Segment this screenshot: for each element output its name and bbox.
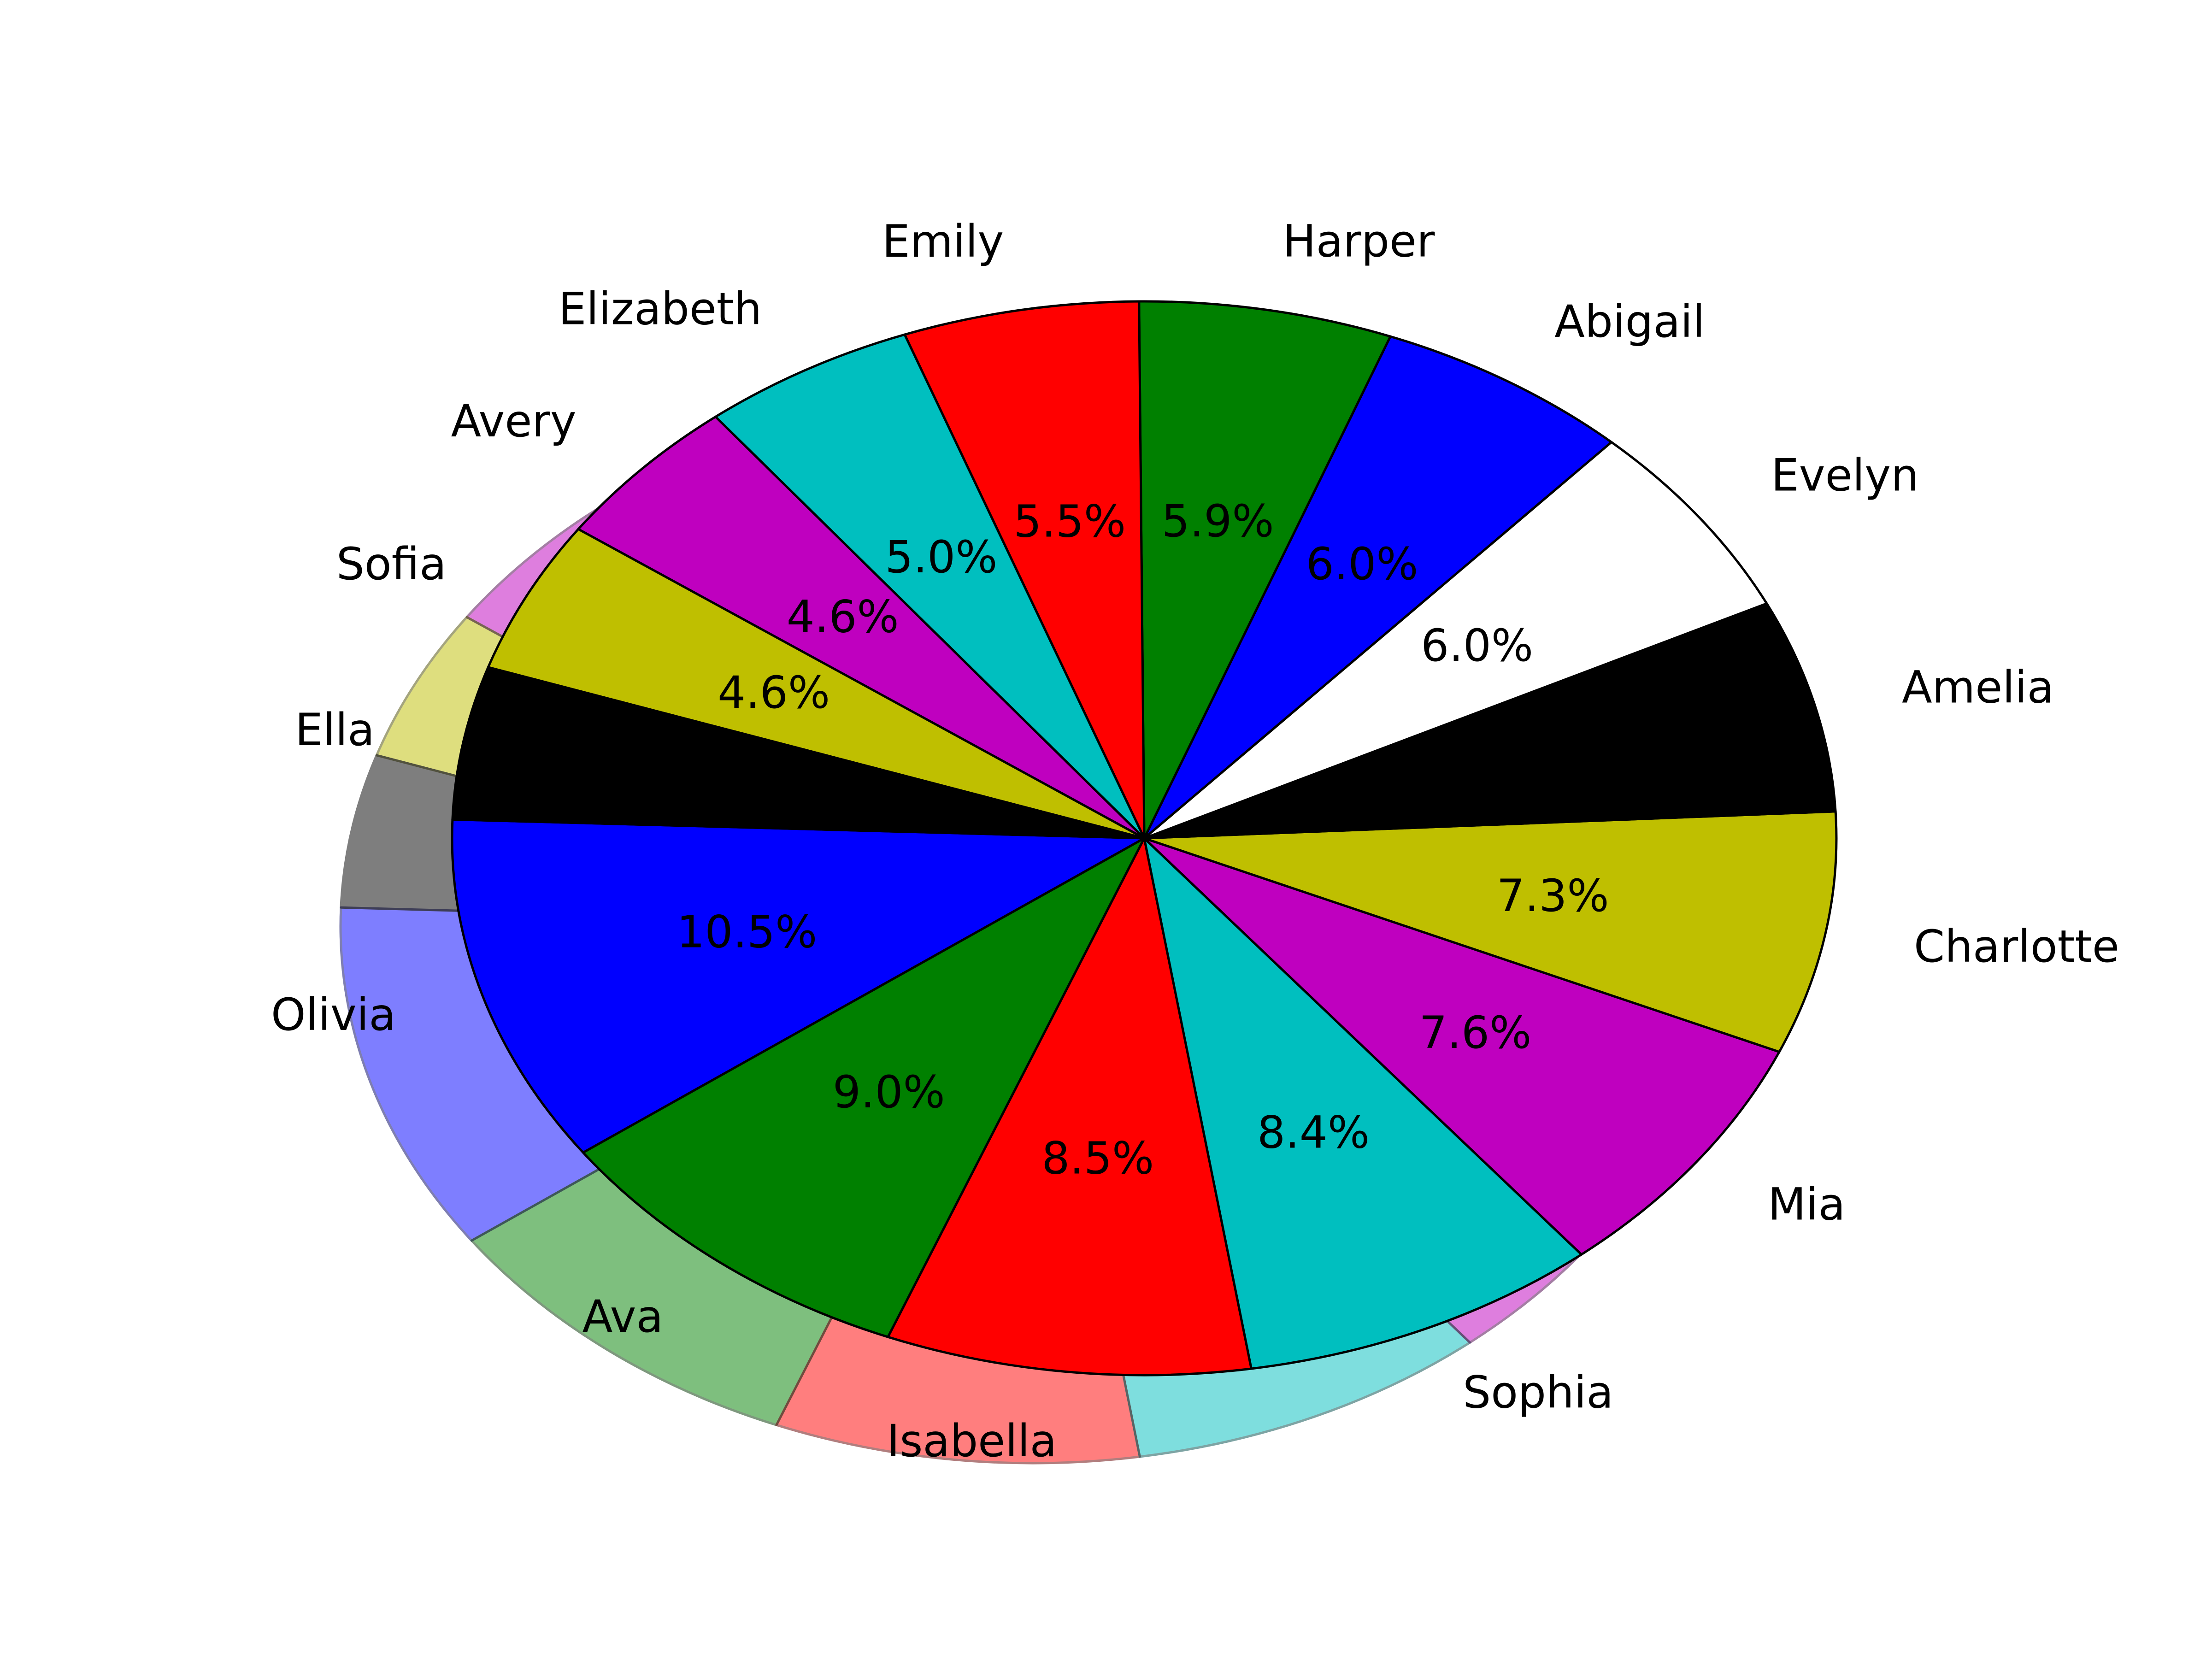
slice-label-sophia: Sophia [1463, 1366, 1613, 1418]
slice-label-ella: Ella [295, 704, 375, 756]
pie-slice-sofia [487, 528, 1146, 840]
slice-percent-charlotte: 7.3% [1497, 870, 1609, 922]
pie-slice-mia [1143, 837, 1781, 1256]
slice-percent-mia: 7.6% [1419, 1007, 1531, 1059]
pie-slice-amelia [1143, 602, 1837, 840]
slice-percent-ava: 9.0% [833, 1066, 945, 1118]
slice-label-harper: Harper [1283, 215, 1435, 267]
label-layer: Olivia Ava Isabella Sophia Mia Charlotte Ameli… [271, 215, 2119, 1467]
slice-label-isabella: Isabella [887, 1415, 1057, 1467]
slice-percent-sofia: 4.6% [718, 667, 830, 718]
slice-layer [451, 300, 1838, 1377]
pie-slice-isabella [887, 837, 1253, 1377]
slice-percent-harper: 5.9% [1162, 495, 1274, 547]
pie-slice-charlotte [1143, 810, 1838, 1053]
slice-percent-olivia: 10.5% [677, 906, 817, 958]
slice-label-emily: Emily [882, 216, 1004, 267]
slice-percent-avery: 4.6% [787, 591, 899, 642]
slice-percent-elizabeth: 5.0% [885, 531, 998, 583]
slice-label-avery: Avery [451, 395, 576, 447]
slice-label-evelyn: Evelyn [1771, 450, 1919, 501]
slice-percent-abigail: 6.0% [1306, 538, 1418, 590]
slice-label-ava: Ava [582, 1291, 664, 1342]
slice-percent-ella: 4.6% [679, 755, 792, 806]
slice-label-mia: Mia [1768, 1179, 1845, 1230]
slice-percent-sophia: 8.4% [1257, 1106, 1370, 1158]
slice-percent-amelia: 6.4% [1490, 732, 1603, 784]
pie-slice-evelyn [1143, 441, 1768, 840]
slice-label-abigail: Abigail [1554, 296, 1705, 347]
slice-label-elizabeth: Elizabeth [559, 283, 762, 335]
pie-slice-emily [903, 300, 1146, 840]
slice-label-charlotte: Charlotte [1914, 921, 2119, 972]
pie-slice-harper [1138, 300, 1392, 840]
pct-layer: 10.5% 9.0% 8.5% 8.4% 7.6% 7.3% 6.4% 6.0%6.0% 5.9… [677, 495, 1609, 1184]
slice-percent-evelyn: 6.0% [1421, 620, 1533, 671]
pie-slice-sophia [1143, 837, 1583, 1370]
pie-slice-ella [451, 666, 1146, 840]
slice-label-amelia: Amelia [1902, 662, 2054, 713]
slice-percent-emily: 5.5% [1013, 495, 1126, 547]
pie-slice-abigail [1143, 335, 1613, 840]
slice-percent-isabella: 8.5% [1041, 1133, 1154, 1184]
pie-slice-elizabeth [714, 333, 1146, 840]
pie-slice-avery [577, 415, 1146, 840]
slice-label-sofia: Sofia [336, 538, 447, 590]
pie-slice-olivia [451, 818, 1146, 1154]
slice-label-olivia: Olivia [271, 989, 396, 1041]
pie-slice-ava [582, 837, 1146, 1338]
